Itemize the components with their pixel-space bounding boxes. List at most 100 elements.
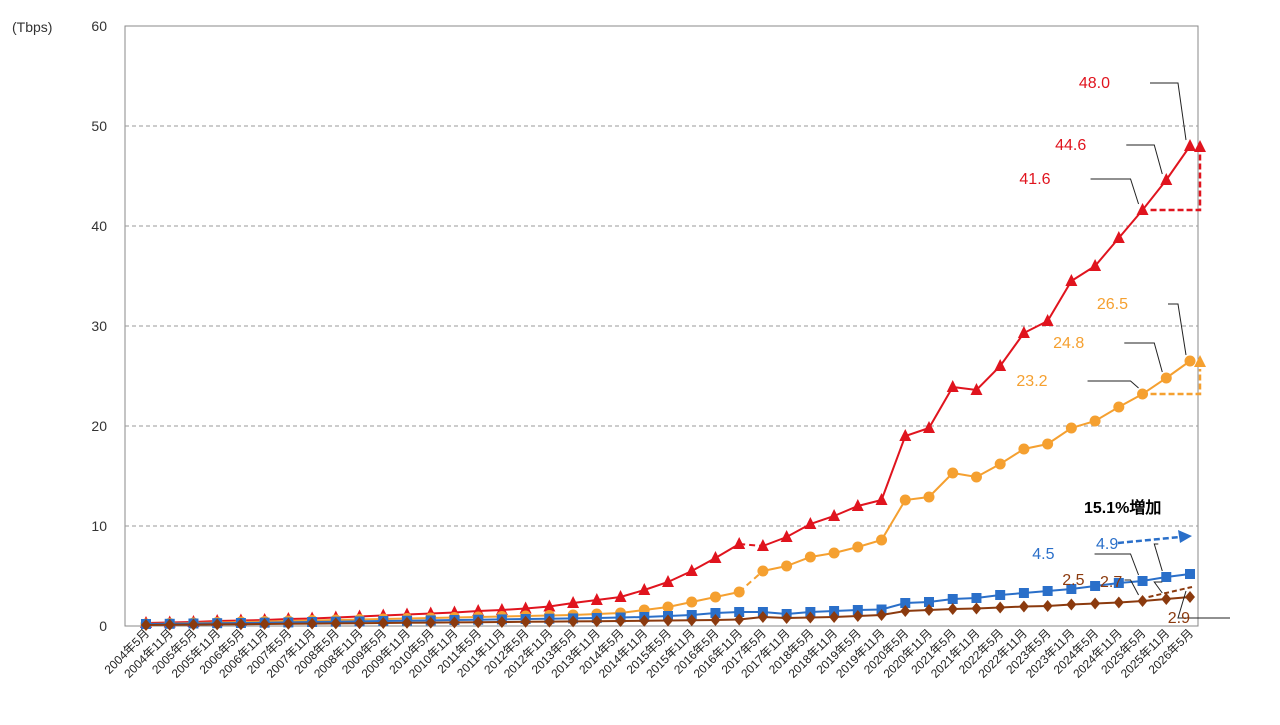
circle-marker xyxy=(1065,422,1077,434)
diamond-marker xyxy=(663,614,673,627)
square-marker xyxy=(995,590,1006,600)
square-marker xyxy=(1113,578,1124,588)
diamond-marker xyxy=(710,614,721,626)
diamond-marker xyxy=(734,613,745,626)
square-marker xyxy=(971,593,982,603)
circle-marker xyxy=(1018,443,1030,455)
y-tick-label: 30 xyxy=(91,318,107,334)
triangle-marker xyxy=(1160,173,1173,185)
triangle-marker xyxy=(519,601,532,614)
y-tick-label: 20 xyxy=(91,418,107,434)
triangle-marker xyxy=(946,380,959,392)
series-group xyxy=(140,139,1196,631)
triangle-marker xyxy=(804,517,817,529)
circle-marker xyxy=(923,491,935,503)
y-tick-label: 0 xyxy=(99,618,107,634)
growth-arrow xyxy=(1117,535,1181,545)
square-marker xyxy=(1066,584,1077,594)
diamond-marker xyxy=(924,604,934,616)
data-label: 26.5 xyxy=(1097,296,1128,313)
circle-marker xyxy=(1160,372,1172,384)
diamond-marker xyxy=(1161,593,1172,605)
triangle-marker xyxy=(1089,259,1102,271)
series-4 xyxy=(141,591,1195,631)
triangle-marker xyxy=(685,564,698,576)
diamond-marker xyxy=(188,618,199,631)
square-marker xyxy=(1042,586,1053,596)
diamond-marker xyxy=(1090,597,1101,610)
data-label: 23.2 xyxy=(1016,373,1047,390)
square-marker xyxy=(734,607,745,617)
circle-marker xyxy=(1042,438,1054,450)
diamond-marker xyxy=(330,617,341,630)
triangle-marker xyxy=(590,593,603,605)
triangle-marker xyxy=(875,493,888,505)
triangle-marker xyxy=(614,590,627,602)
label-leader-line xyxy=(1177,590,1230,619)
diamond-marker xyxy=(1137,595,1148,607)
square-marker xyxy=(1137,576,1148,586)
y-axis: 0 10 20 30 40 50 60 xyxy=(91,18,107,634)
triangle-marker xyxy=(1184,139,1196,151)
data-label: 41.6 xyxy=(1019,171,1050,188)
y-tick-label: 50 xyxy=(91,118,107,134)
circle-marker xyxy=(709,591,721,603)
diamond-marker xyxy=(1185,591,1195,603)
diamond-marker xyxy=(544,615,555,628)
triangle-marker xyxy=(733,537,746,549)
label-leader-line xyxy=(1087,380,1139,389)
bracket-arrowhead xyxy=(1194,355,1206,367)
circle-marker xyxy=(876,534,888,546)
triangle-marker xyxy=(970,383,983,395)
square-marker xyxy=(1090,581,1101,591)
diamond-marker xyxy=(473,616,484,629)
triangle-marker xyxy=(756,539,769,551)
dashed-bracket xyxy=(1150,154,1202,212)
data-label: 2.9 xyxy=(1168,610,1190,627)
x-axis: 2004年5月2004年11月2005年5月2005年11月2006年5月200… xyxy=(102,626,1196,681)
data-label: 2.5 xyxy=(1062,572,1084,589)
diamond-marker xyxy=(259,618,270,630)
circle-marker xyxy=(757,565,769,577)
triangle-marker xyxy=(1136,203,1149,215)
triangle-marker xyxy=(994,359,1007,371)
triangle-marker xyxy=(1041,314,1054,326)
diamond-marker xyxy=(425,616,436,629)
triangle-marker xyxy=(543,599,556,612)
label-leader-line xyxy=(1153,581,1163,594)
diamond-marker xyxy=(378,617,389,629)
diamond-marker xyxy=(1113,596,1124,609)
square-marker xyxy=(1018,588,1029,598)
label-leader-line xyxy=(1094,553,1140,576)
diamond-marker xyxy=(781,612,792,624)
diamond-marker xyxy=(876,609,887,621)
square-marker xyxy=(1161,572,1172,582)
square-marker xyxy=(947,594,958,604)
circle-marker xyxy=(804,551,816,563)
diamond-marker xyxy=(1066,598,1077,611)
diamond-marker xyxy=(805,611,816,624)
circle-marker xyxy=(1137,388,1149,400)
label-leader-line xyxy=(1150,82,1187,141)
triangle-marker xyxy=(851,499,864,511)
label-leader-line xyxy=(1126,144,1163,175)
circle-marker xyxy=(662,601,674,613)
diamond-marker xyxy=(971,602,982,615)
diamond-marker xyxy=(449,616,460,629)
data-label: 48.0 xyxy=(1079,75,1110,92)
circle-marker xyxy=(686,596,698,608)
diamond-marker xyxy=(164,618,175,631)
diamond-marker xyxy=(520,615,531,628)
triangle-marker xyxy=(780,530,793,542)
diamond-marker xyxy=(1018,600,1029,613)
data-label: 2.7 xyxy=(1100,574,1122,591)
triangle-marker xyxy=(1017,326,1030,338)
series-break-line xyxy=(739,543,763,547)
comparison-markers xyxy=(1117,140,1206,598)
diamond-marker xyxy=(402,616,412,629)
y-tick-label: 10 xyxy=(91,518,107,534)
diamond-marker xyxy=(639,614,650,627)
circle-marker xyxy=(994,458,1006,470)
circle-marker xyxy=(1089,415,1101,427)
